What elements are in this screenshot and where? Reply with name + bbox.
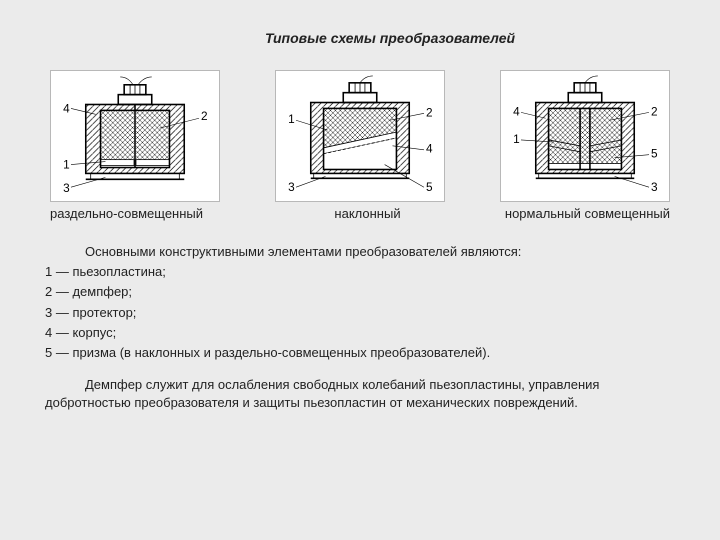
- intro-line: Основными конструктивными элементами пре…: [45, 243, 675, 261]
- paragraph-2: Демпфер служит для ослабления свободных …: [45, 376, 675, 412]
- lbl: 1: [288, 112, 295, 126]
- caption-row: раздельно-совмещенный наклонный нормальн…: [40, 206, 680, 221]
- lbl: 1: [513, 132, 520, 146]
- caption-inclined: наклонный: [270, 206, 465, 221]
- lbl: 1: [63, 158, 70, 172]
- lbl: 2: [426, 105, 433, 119]
- lbl: 4: [513, 104, 520, 118]
- legend-4: 4 — корпус;: [45, 324, 675, 342]
- caption-split: раздельно-совмещенный: [50, 206, 270, 221]
- lbl: 4: [63, 101, 70, 115]
- caption-normal: нормальный совмещенный: [465, 206, 670, 221]
- legend-1: 1 — пьезопластина;: [45, 263, 675, 281]
- diagram-split: 4 1 3 2: [50, 70, 220, 202]
- lbl: 3: [288, 180, 295, 194]
- lbl: 2: [651, 104, 658, 118]
- lbl: 5: [426, 180, 433, 194]
- lbl: 5: [651, 147, 658, 161]
- body-text: Основными конструктивными элементами пре…: [40, 243, 680, 413]
- lbl: 2: [201, 109, 208, 123]
- lbl: 3: [63, 181, 70, 195]
- lbl: 4: [426, 142, 433, 156]
- diagram-row: 4 1 3 2: [40, 70, 680, 202]
- lbl: 3: [651, 180, 658, 194]
- legend-5: 5 — призма (в наклонных и раздельно-совм…: [45, 344, 675, 362]
- diagram-inclined: 1 3 2 4 5: [275, 70, 445, 202]
- page-title: Типовые схемы преобразователей: [100, 30, 680, 46]
- legend-3: 3 — протектор;: [45, 304, 675, 322]
- diagram-normal: 4 1 2 5 3: [500, 70, 670, 202]
- legend-2: 2 — демпфер;: [45, 283, 675, 301]
